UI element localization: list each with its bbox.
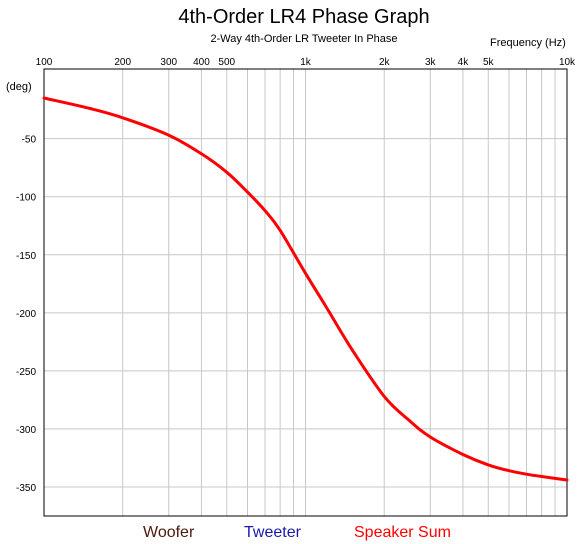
x-tick-label: 2k [379, 57, 391, 68]
chart-subtitle: 2-Way 4th-Order LR Tweeter In Phase [210, 33, 397, 45]
legend-tweeter: Tweeter [244, 524, 302, 541]
x-axis-label: Frequency (Hz) [490, 37, 566, 49]
y-tick-label: -200 [16, 309, 36, 320]
y-tick-labels: -50 -100 -150 -200 -250 -300 -350 [16, 135, 36, 494]
x-tick-label: 5k [483, 57, 495, 68]
y-axis-label: (deg) [6, 81, 32, 93]
y-tick-label: -150 [16, 251, 36, 262]
x-tick-labels: 100 200 300 400 500 1k 2k 3k 4k 5k 10k [36, 57, 576, 68]
plot-frame [43, 68, 568, 517]
series-line-speaker-sum [42, 96, 569, 482]
x-tick-label: 4k [458, 57, 470, 68]
y-tick-label: -300 [16, 425, 36, 436]
y-tick-label: -250 [16, 367, 36, 378]
x-tick-label: 300 [160, 57, 177, 68]
y-tick-label: -100 [16, 193, 36, 204]
x-tick-label: 200 [114, 57, 131, 68]
legend: Woofer Tweeter Speaker Sum [143, 524, 451, 541]
x-tick-label: 3k [425, 57, 437, 68]
legend-woofer: Woofer [143, 524, 195, 541]
chart-title: 4th-Order LR4 Phase Graph [178, 6, 429, 28]
y-tick-label: -350 [16, 483, 36, 494]
x-tick-label: 1k [300, 57, 312, 68]
series-group [42, 96, 569, 482]
x-tick-label: 400 [193, 57, 210, 68]
x-tick-label: 100 [36, 57, 53, 68]
legend-speaker-sum: Speaker Sum [354, 524, 451, 541]
grid [44, 69, 567, 516]
y-tick-label: -50 [22, 135, 37, 146]
x-tick-label: 500 [218, 57, 235, 68]
x-tick-label: 10k [559, 57, 576, 68]
